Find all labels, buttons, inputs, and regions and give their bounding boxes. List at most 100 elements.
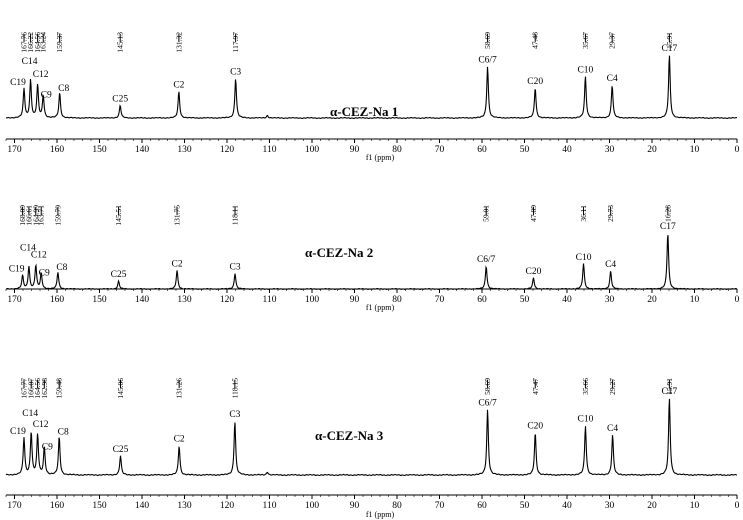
peak-shift-label: 145.06 — [116, 378, 125, 399]
x-tick-label: 70 — [435, 295, 445, 305]
peak-assignment-label: C6/7 — [478, 55, 497, 65]
peak-shift-label: 15.91 — [665, 32, 674, 49]
spectrum-title: α-CEZ-Na 1 — [330, 104, 398, 119]
peak-shift-label: 167.77 — [19, 378, 28, 399]
x-tick-label: 150 — [92, 145, 107, 155]
x-tick-label: 160 — [50, 295, 65, 305]
peak-shift-label: 162.98 — [40, 378, 49, 399]
peak-shift-label: 117.97 — [231, 32, 240, 53]
x-tick-label: 0 — [735, 295, 740, 305]
x-tick-label: 10 — [690, 295, 700, 305]
x-tick-label: 30 — [605, 501, 615, 511]
peak-shift-label: 166.61 — [24, 205, 33, 226]
peak-shift-label: 35.67 — [581, 32, 590, 49]
x-tick-label: 170 — [7, 145, 22, 155]
peak-assignment-label: C14 — [22, 57, 38, 67]
x-tick-label: 160 — [50, 501, 65, 511]
peak-shift-label: 47.89 — [529, 205, 538, 222]
x-axis-label: f1 (ppm) — [366, 153, 395, 162]
peak-shift-label: 131.75 — [173, 205, 182, 226]
x-tick-label: 30 — [605, 295, 615, 305]
x-tick-label: 120 — [220, 295, 235, 305]
spectrum-panel-3: 170 160 150 140 130 120 110 100 90 80 70 60 50 40 30 20… — [5, 378, 740, 519]
spectrum-title: α-CEZ-Na 2 — [305, 245, 373, 260]
peak-assignment-label: C19 — [10, 427, 26, 437]
peak-shift-label: 131.26 — [175, 378, 184, 399]
peak-assignment-label: C8 — [58, 84, 69, 94]
peak-shift-label: 36.11 — [579, 205, 588, 222]
x-tick-label: 40 — [562, 501, 572, 511]
peak-shift-label: 159.37 — [55, 32, 64, 53]
peak-shift-label: 16.28 — [663, 205, 672, 222]
x-tick-label: 10 — [690, 145, 700, 155]
peak-shift-label: 159.48 — [55, 378, 64, 399]
peak-assignment-label: C9 — [41, 90, 52, 100]
spectrum-panel-2: 170 160 150 140 130 120 110 100 90 80 70 60 50 40 30 20… — [5, 205, 740, 312]
peak-assignment-label: C2 — [173, 81, 184, 91]
x-tick-label: 20 — [647, 501, 657, 511]
peak-shift-label: 29.73 — [606, 205, 615, 222]
peak-assignment-label: C3 — [229, 262, 240, 272]
x-tick-label: 110 — [263, 501, 277, 511]
x-tick-label: 140 — [135, 501, 150, 511]
x-tick-label: 80 — [392, 145, 402, 155]
peak-assignment-label: C9 — [42, 442, 53, 452]
x-tick-label: 100 — [305, 501, 320, 511]
x-tick-label: 50 — [520, 295, 530, 305]
x-tick-label: 30 — [605, 145, 615, 155]
x-tick-label: 50 — [520, 145, 530, 155]
spectrum-panel-1: 170 160 150 140 130 120 110 100 90 80 70 60 50 40 30 20… — [5, 32, 740, 162]
x-tick-label: 160 — [50, 145, 65, 155]
spectrum-line — [5, 398, 738, 477]
x-tick-label: 70 — [435, 145, 445, 155]
x-tick-label: 90 — [350, 295, 360, 305]
peak-assignment-label: C12 — [33, 70, 49, 80]
peak-shift-label: 131.32 — [174, 32, 183, 53]
peak-shift-label: 35.66 — [581, 378, 590, 395]
peak-assignment-label: C10 — [576, 253, 592, 263]
peak-assignment-label: C4 — [605, 260, 616, 270]
x-tick-label: 110 — [263, 145, 277, 155]
x-tick-label: 120 — [220, 145, 235, 155]
x-tick-label: 170 — [7, 295, 22, 305]
peak-shift-label: 163.71 — [37, 205, 46, 226]
peak-shift-label: 166.22 — [26, 32, 35, 53]
peak-assignment-label: C8 — [58, 428, 69, 438]
x-tick-label: 90 — [350, 501, 360, 511]
peak-assignment-label: C20 — [527, 422, 543, 432]
peak-assignment-label: C4 — [607, 424, 618, 434]
peak-shift-label: 58.69 — [483, 378, 492, 395]
peak-shift-label: 163.24 — [39, 32, 48, 53]
x-tick-label: 70 — [435, 501, 445, 511]
peak-assignment-label: C14 — [20, 244, 36, 254]
peak-shift-label: 145.13 — [116, 32, 125, 53]
x-tick-label: 150 — [92, 501, 107, 511]
peak-assignment-label: C2 — [174, 435, 185, 445]
peak-assignment-label: C3 — [229, 410, 240, 420]
x-tick-label: 130 — [177, 295, 192, 305]
x-tick-label: 60 — [477, 501, 487, 511]
x-tick-label: 100 — [305, 145, 320, 155]
peak-assignment-label: C2 — [172, 260, 183, 270]
peak-assignment-label: C25 — [111, 270, 127, 280]
peak-shift-label: 118.11 — [231, 205, 240, 225]
x-tick-label: 50 — [520, 501, 530, 511]
x-tick-label: 80 — [392, 501, 402, 511]
peak-assignment-label: C19 — [10, 78, 26, 88]
peak-shift-label: 118.15 — [230, 378, 239, 399]
x-tick-label: 140 — [135, 145, 150, 155]
peak-assignment-label: C6/7 — [477, 255, 496, 265]
x-tick-label: 0 — [735, 145, 740, 155]
x-tick-label: 0 — [735, 501, 740, 511]
x-tick-label: 150 — [92, 295, 107, 305]
peak-shift-label: 59.01 — [482, 205, 491, 222]
x-tick-label: 110 — [263, 295, 277, 305]
spectrum-line — [5, 55, 738, 119]
peak-shift-label: 164.99 — [31, 205, 40, 226]
peak-assignment-label: C3 — [230, 67, 241, 77]
x-axis-label: f1 (ppm) — [366, 510, 395, 519]
peak-assignment-label: C10 — [578, 415, 594, 425]
peak-shift-label: 164.56 — [33, 378, 42, 399]
peak-assignment-label: C12 — [31, 250, 47, 260]
peak-assignment-label: C9 — [39, 268, 50, 278]
